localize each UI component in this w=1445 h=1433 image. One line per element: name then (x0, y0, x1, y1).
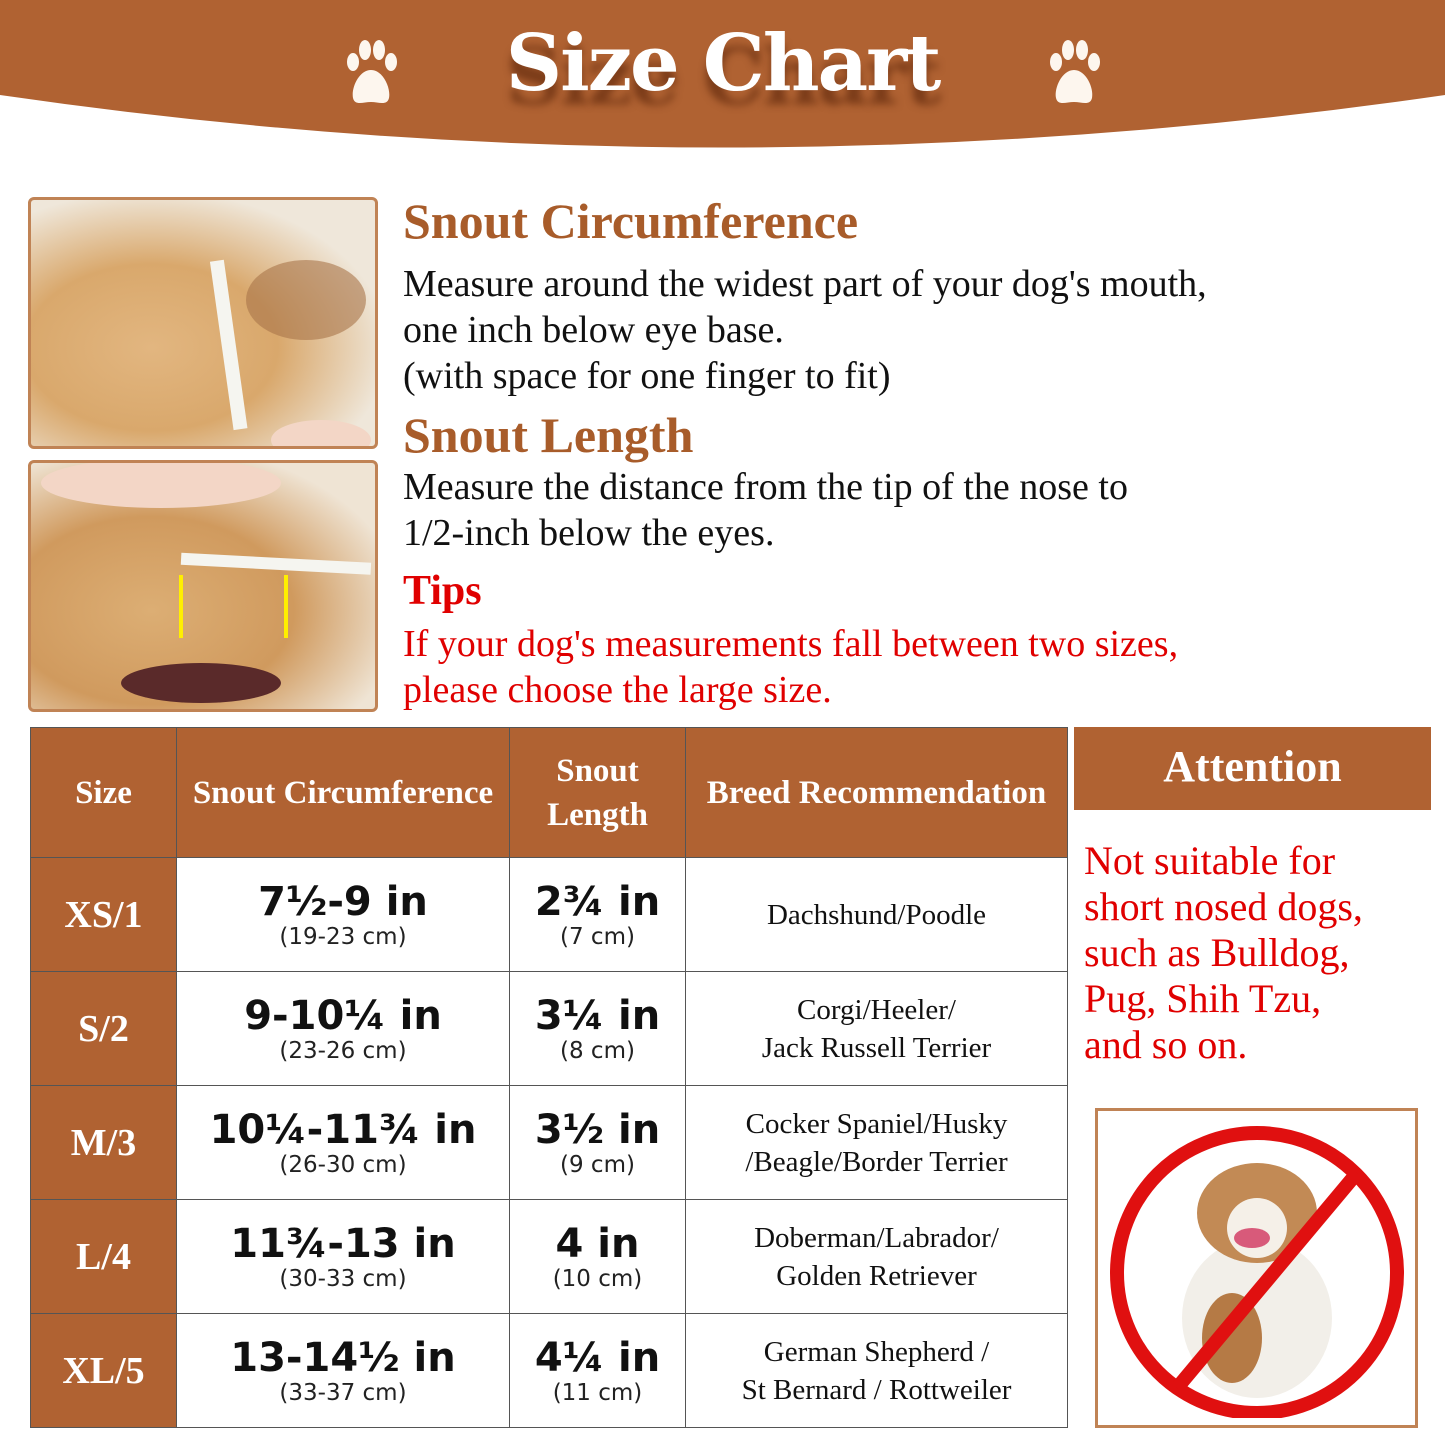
size-table: Size Snout Circumference Snout Length Br… (30, 727, 1068, 1428)
paw-icon (347, 40, 397, 103)
length-in: 3½ in (534, 1106, 661, 1153)
size-cell: L/4 (30, 1199, 177, 1314)
breed-cell: Cocker Spaniel/Husky/Beagle/Border Terri… (685, 1085, 1068, 1200)
length-text: Measure the distance from the tip of the… (403, 464, 1433, 556)
breed-line: /Beagle/Border Terrier (745, 1145, 1008, 1178)
table-row: XS/1 7½-9 in (19-23 cm) 2¾ in (7 cm) Dachs… (30, 857, 1068, 972)
text-line: short nosed dogs, (1084, 884, 1363, 929)
text-line: and so on. (1084, 1022, 1248, 1067)
length-cell: 4¼ in (11 cm) (509, 1313, 686, 1428)
circumference-in: 9-10¼ in (244, 992, 442, 1039)
text-line: If your dog's measurements fall between … (403, 623, 1179, 665)
circumference-cm: (23-26 cm) (279, 1037, 407, 1064)
table-row: M/3 10¼-11¾ in (26-30 cm) 3½ in (9 cm) Coc… (30, 1085, 1068, 1200)
table-row: L/4 11¾-13 in (30-33 cm) 4 in (10 cm) Dobe… (30, 1199, 1068, 1314)
text-line: (with space for one finger to fit) (403, 355, 891, 397)
length-cm: (9 cm) (560, 1151, 635, 1178)
circumference-cm: (30-33 cm) (279, 1265, 407, 1292)
table-header: Size Snout Circumference Snout Length Br… (30, 727, 1068, 858)
circumference-in: 13-14½ in (230, 1334, 456, 1381)
size-cell: S/2 (30, 971, 177, 1086)
circumference-cm: (19-23 cm) (279, 923, 407, 950)
text-line: such as Bulldog, (1084, 930, 1350, 975)
header-breed: Breed Recommendation (685, 727, 1068, 858)
circumference-text: Measure around the widest part of your d… (403, 261, 1433, 399)
header-length: Snout Length (509, 727, 686, 858)
length-heading: Snout Length (403, 407, 694, 463)
circumference-heading: Snout Circumference (403, 193, 859, 249)
header-circumference: Snout Circumference (176, 727, 510, 858)
breed-cell: Corgi/Heeler/Jack Russell Terrier (685, 971, 1068, 1086)
tips-text: If your dog's measurements fall between … (403, 621, 1433, 713)
length-in: 2¾ in (534, 878, 661, 925)
length-cm: (11 cm) (552, 1379, 643, 1406)
paw-icon (1050, 40, 1100, 103)
circumference-in: 11¾-13 in (230, 1220, 456, 1267)
text-line: 1/2-inch below the eyes. (403, 512, 775, 554)
breed-line: Corgi/Heeler/ (797, 993, 956, 1026)
length-cm: (8 cm) (560, 1037, 635, 1064)
text-line: Pug, Shih Tzu, (1084, 976, 1322, 1021)
circumference-cell: 11¾-13 in (30-33 cm) (176, 1199, 510, 1314)
breed-cell: Doberman/Labrador/Golden Retriever (685, 1199, 1068, 1314)
size-cell: M/3 (30, 1085, 177, 1200)
size-cell: XS/1 (30, 857, 177, 972)
circumference-in: 10¼-11¾ in (209, 1106, 477, 1153)
breed-cell: Dachshund/Poodle (685, 857, 1068, 972)
circumference-cm: (26-30 cm) (279, 1151, 407, 1178)
length-in: 3¼ in (534, 992, 661, 1039)
breed-cell: German Shepherd / St Bernard / Rottweiler (685, 1313, 1068, 1428)
length-in: 4 in (555, 1220, 640, 1267)
circumference-cell: 9-10¼ in (23-26 cm) (176, 971, 510, 1086)
length-cm: (10 cm) (552, 1265, 643, 1292)
breed-line: Dachshund/Poodle (766, 898, 987, 931)
length-in: 4¼ in (534, 1334, 661, 1381)
header-size: Size (30, 727, 177, 858)
size-cell: XL/5 (30, 1313, 177, 1428)
text-line: one inch below eye base. (403, 309, 784, 351)
circumference-in: 7½-9 in (258, 878, 428, 925)
tips-heading: Tips (403, 568, 482, 614)
length-cell: 3½ in (9 cm) (509, 1085, 686, 1200)
length-cm: (7 cm) (560, 923, 635, 950)
breed-line: Golden Retriever (776, 1259, 977, 1292)
no-bulldog-image (1095, 1108, 1418, 1428)
page-title: Size Chart (505, 18, 942, 109)
length-cell: 4 in (10 cm) (509, 1199, 686, 1314)
length-cell: 2¾ in (7 cm) (509, 857, 686, 972)
photo-measure-circumference (28, 197, 378, 449)
text-line: please choose the large size. (403, 669, 832, 711)
breed-line: St Bernard / Rottweiler (741, 1373, 1012, 1406)
circumference-cell: 10¼-11¾ in (26-30 cm) (176, 1085, 510, 1200)
length-cell: 3¼ in (8 cm) (509, 971, 686, 1086)
breed-line: Cocker Spaniel/Husky (745, 1107, 1008, 1140)
header-band (0, 0, 1445, 148)
circumference-cm: (33-37 cm) (279, 1379, 407, 1406)
breed-line: Doberman/Labrador/ (754, 1221, 999, 1254)
photo-measure-length (28, 460, 378, 712)
circumference-cell: 13-14½ in (33-37 cm) (176, 1313, 510, 1428)
attention-heading: Attention (1074, 727, 1431, 810)
text-line: Measure around the widest part of your d… (403, 263, 1207, 305)
circumference-cell: 7½-9 in (19-23 cm) (176, 857, 510, 972)
text-line: Not suitable for (1084, 838, 1336, 883)
text-line: Measure the distance from the tip of the… (403, 466, 1128, 508)
breed-line: German Shepherd / (763, 1335, 990, 1368)
breed-line: Jack Russell Terrier (761, 1031, 992, 1064)
table-row: XL/5 13-14½ in (33-37 cm) 4¼ in (11 cm) Ge… (30, 1313, 1068, 1428)
table-row: S/2 9-10¼ in (23-26 cm) 3¼ in (8 cm) Corgi… (30, 971, 1068, 1086)
attention-text: Not suitable for short nosed dogs, such … (1084, 838, 1434, 1068)
no-bulldog-icon (1109, 1126, 1404, 1418)
